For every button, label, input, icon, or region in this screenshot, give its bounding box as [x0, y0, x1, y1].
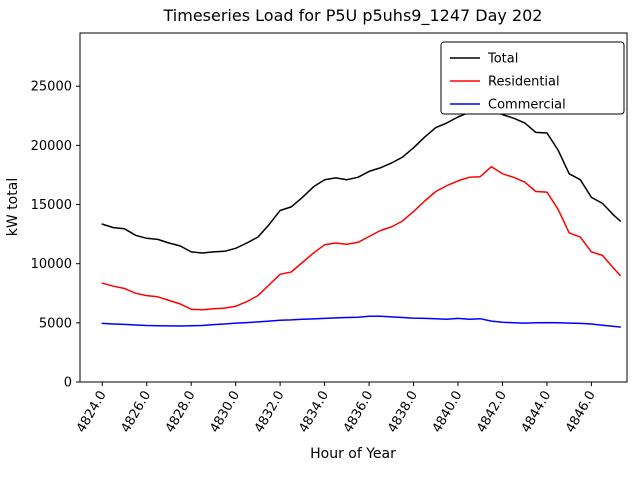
y-tick-label: 0 — [64, 376, 72, 391]
x-tick-label: 4832.0 — [252, 389, 288, 436]
series-line-residential — [101, 165, 622, 311]
x-tick-label: 4846.0 — [563, 389, 599, 436]
x-tick-label: 4824.0 — [74, 389, 110, 436]
x-tick-label: 4834.0 — [296, 389, 332, 436]
x-tick-label: 4828.0 — [163, 389, 199, 436]
legend-box — [440, 41, 625, 115]
x-tick-label: 4836.0 — [341, 389, 377, 436]
chart-title: Timeseries Load for P5U p5uhs9_1247 Day … — [163, 6, 543, 26]
legend-label-residential: Residential — [488, 75, 560, 90]
y-tick-label: 20000 — [31, 139, 72, 154]
y-tick-label: 5000 — [39, 316, 72, 331]
x-axis-label: Hour of Year — [310, 446, 396, 462]
plot-frame — [79, 32, 628, 383]
y-tick-label: 25000 — [31, 80, 72, 95]
legend-label-total: Total — [487, 52, 518, 67]
legend-label-commercial: Commercial — [488, 98, 566, 113]
x-tick-label: 4838.0 — [385, 389, 421, 436]
x-tick-label: 4830.0 — [207, 389, 243, 436]
x-tick-label: 4844.0 — [519, 389, 555, 436]
x-tick-label: 4842.0 — [474, 389, 510, 436]
series-line-total — [101, 106, 622, 254]
y-axis-label: kW total — [5, 178, 21, 236]
y-tick-label: 10000 — [31, 257, 72, 272]
x-tick-label: 4826.0 — [118, 389, 154, 436]
series-line-commercial — [101, 315, 622, 328]
x-tick-label: 4840.0 — [430, 389, 466, 436]
legend: Total Residential Commercial — [440, 41, 625, 115]
y-tick-label: 15000 — [31, 198, 72, 213]
